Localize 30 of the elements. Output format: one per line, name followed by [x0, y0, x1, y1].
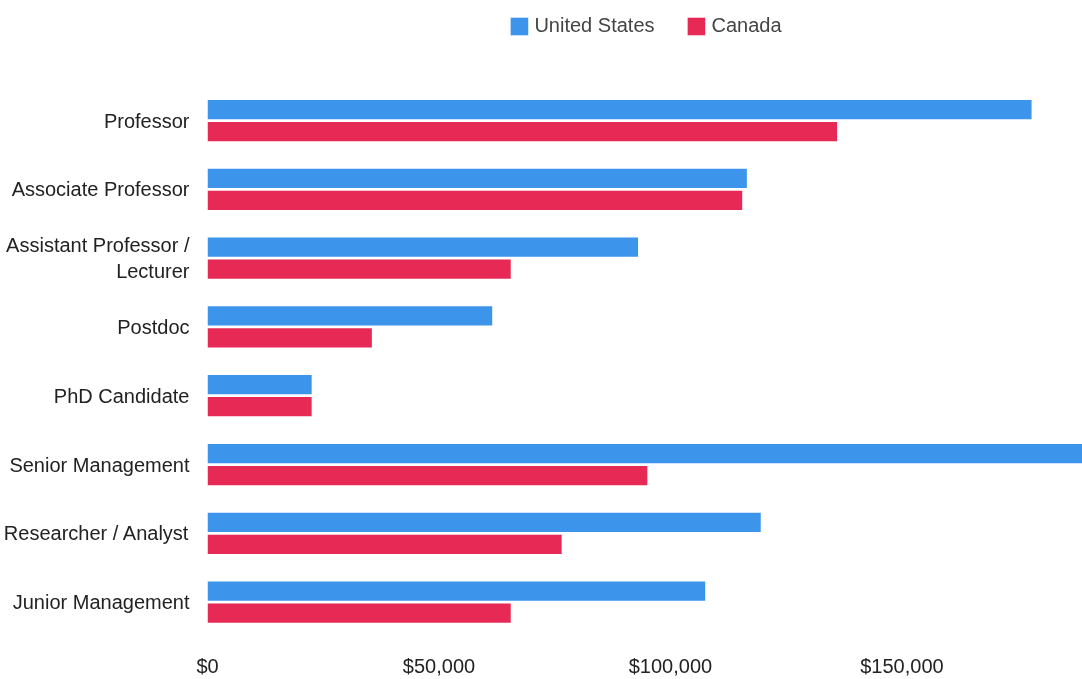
bar [207, 99, 1032, 120]
bar [207, 168, 747, 188]
bar [207, 512, 761, 532]
y-tick-label: Researcher / Analyst [3, 522, 189, 545]
bar [207, 397, 312, 417]
y-tick-label: Junior Management [12, 591, 190, 614]
bar [207, 259, 511, 279]
bar [207, 465, 648, 486]
legend-label: United States [534, 14, 655, 37]
x-tick-label: $50,000 [402, 654, 476, 677]
x-tick-label: $100,000 [628, 654, 713, 677]
bar [207, 190, 743, 210]
bar [207, 603, 511, 623]
y-tick-label: Associate Professor [11, 178, 190, 201]
bar [207, 534, 562, 554]
legend-label: Canada [711, 14, 782, 37]
x-tick-label: $150,000 [860, 654, 944, 677]
bar [207, 581, 706, 601]
y-tick-label: Senior Management [9, 453, 190, 476]
y-tick-label: PhD Candidate [53, 384, 190, 407]
y-tick-label: Assistant Professor / Lecturer [6, 233, 190, 283]
bar [207, 237, 639, 257]
bar [207, 306, 493, 326]
bar [207, 328, 372, 348]
bar [207, 443, 1082, 464]
y-tick-label: Professor [103, 109, 190, 132]
bar [207, 375, 312, 395]
x-tick-label: $0 [196, 654, 219, 677]
y-tick-label: Postdoc [117, 315, 190, 338]
bar [207, 121, 838, 142]
